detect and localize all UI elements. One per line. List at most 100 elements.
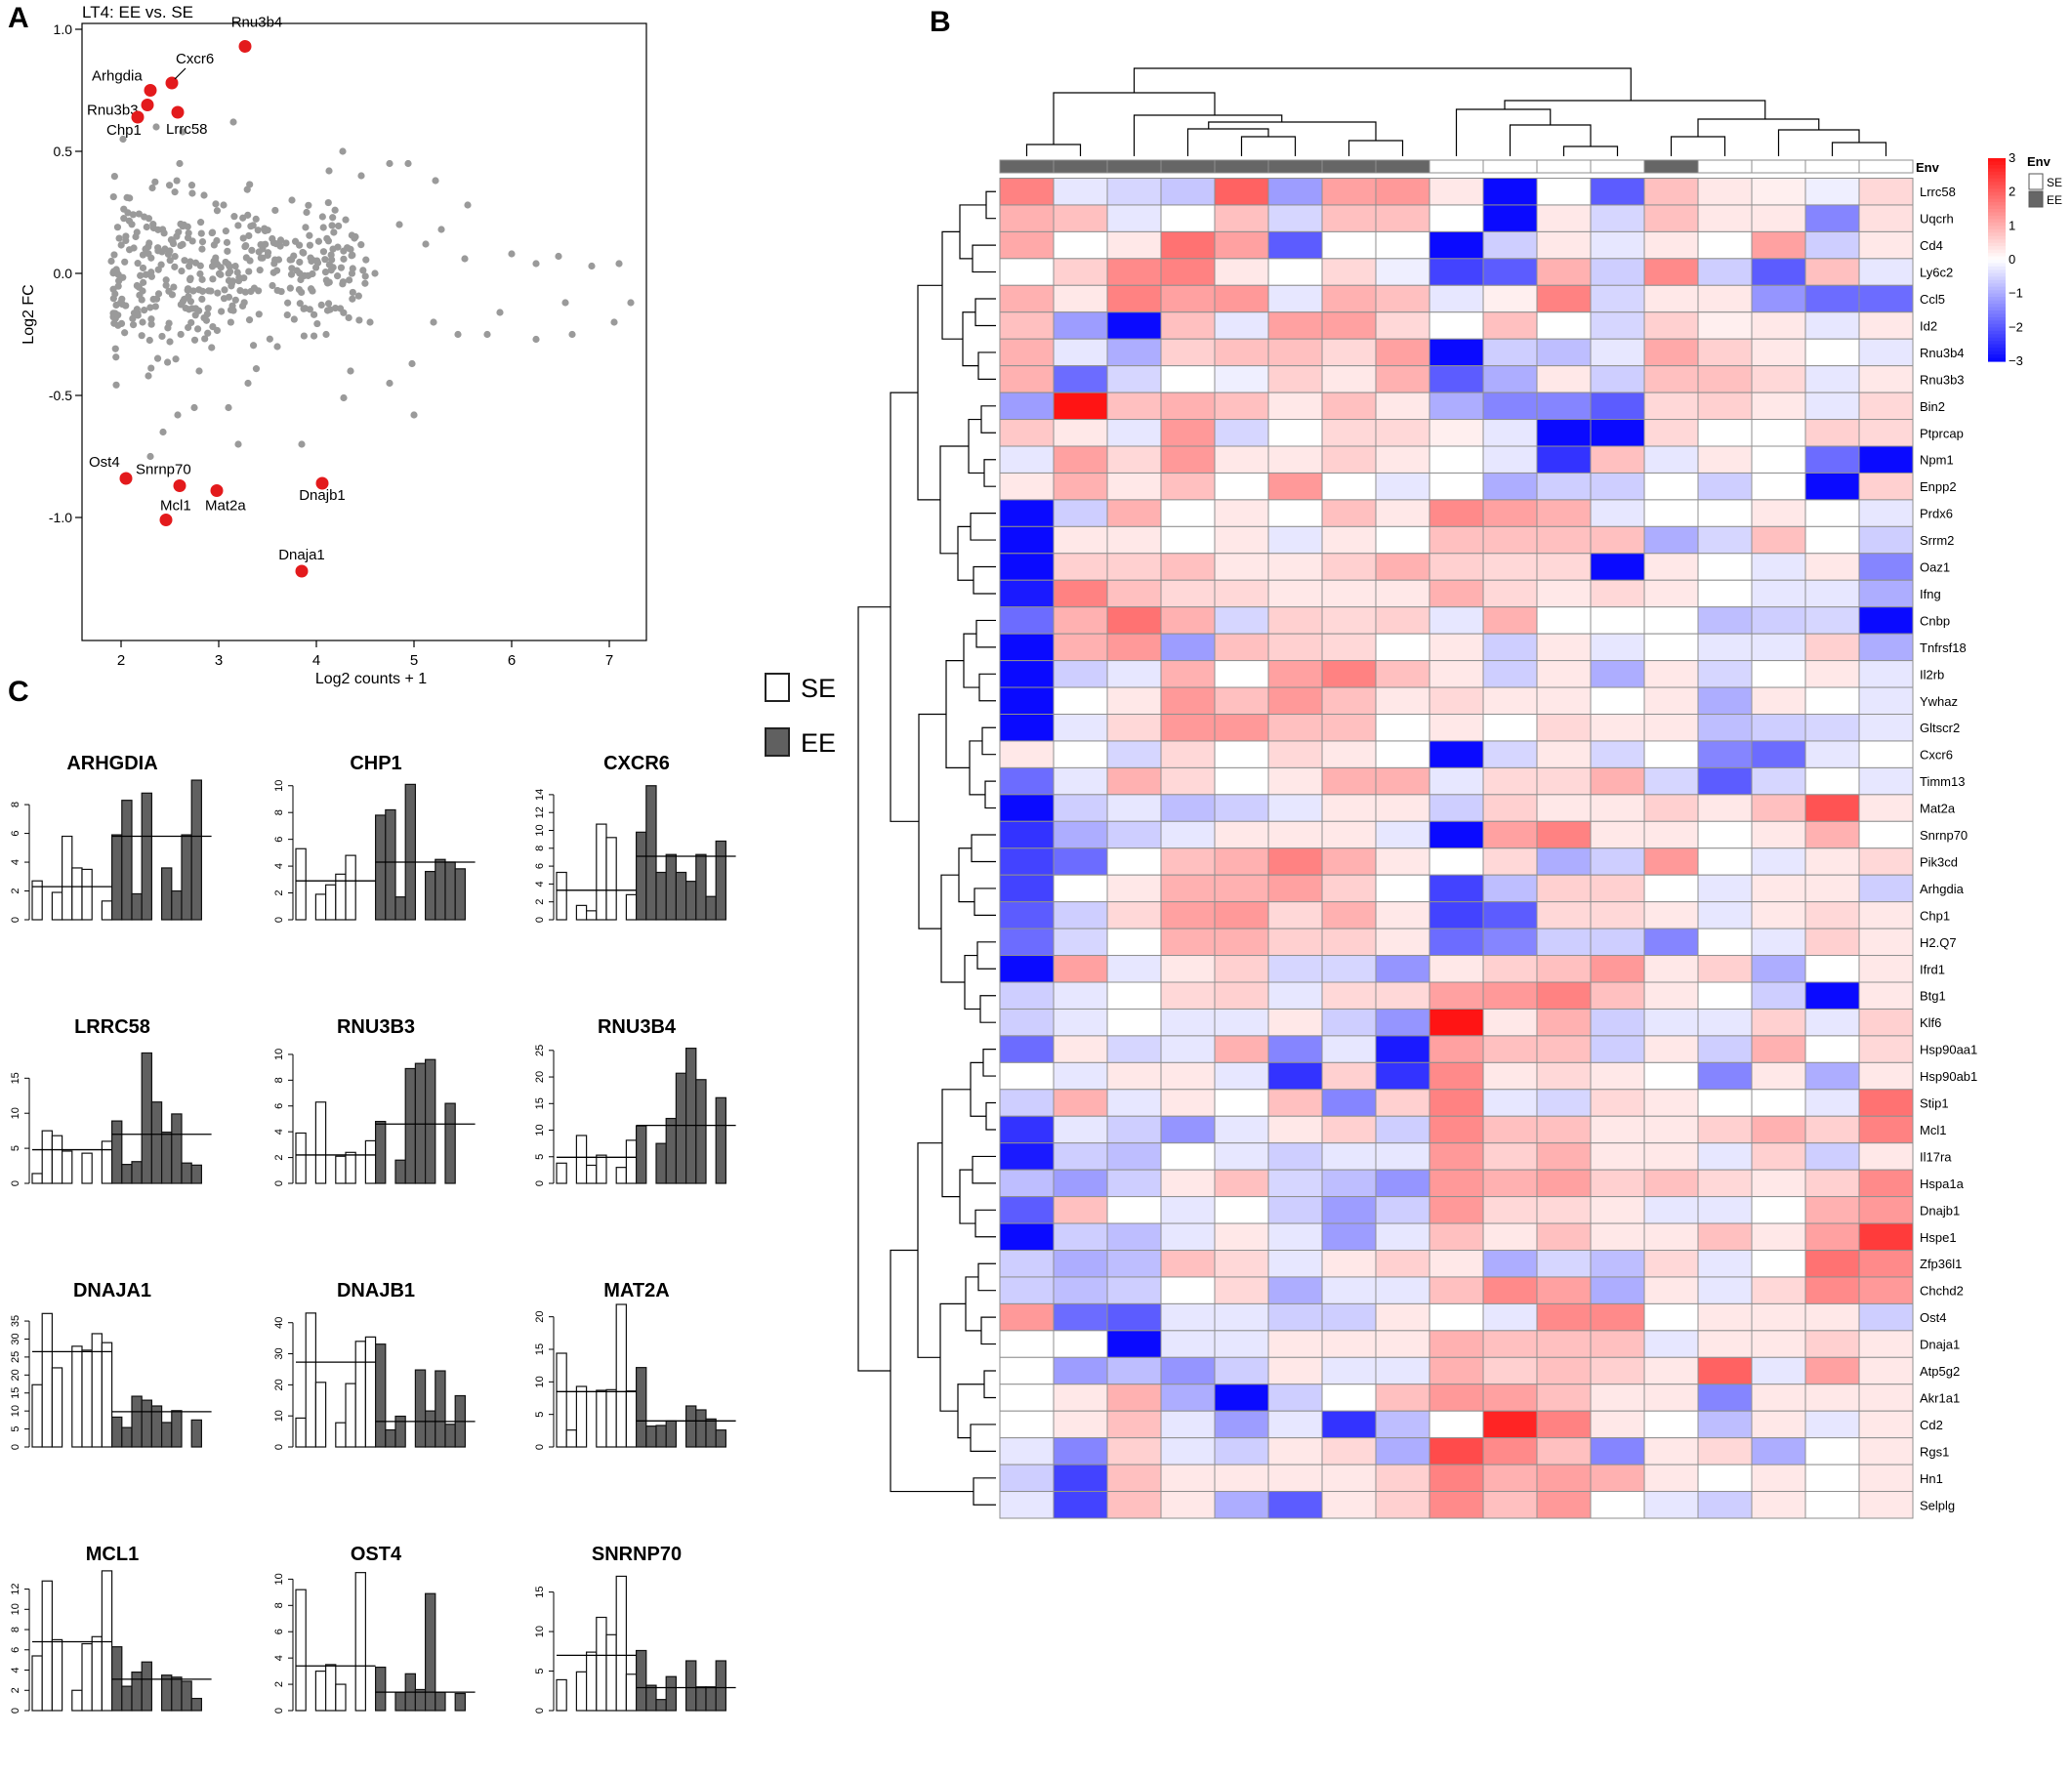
heatmap-cell xyxy=(1697,230,1753,260)
scatter-point xyxy=(198,287,207,295)
heatmap-cell xyxy=(1429,1330,1484,1358)
heatmap-cell xyxy=(1160,1008,1216,1037)
bar xyxy=(375,1666,387,1712)
dendrogram-branch xyxy=(980,405,996,434)
heatmap-cell xyxy=(1697,955,1753,983)
scale-swatch xyxy=(1988,341,2006,346)
row-label: Hn1 xyxy=(1920,1471,1943,1486)
y-tick-label: 30 xyxy=(10,1333,21,1344)
heatmap-cell xyxy=(1214,204,1269,232)
heatmap-cell xyxy=(1751,1464,1806,1493)
scatter-point xyxy=(117,241,125,249)
heatmap-cell xyxy=(1751,686,1806,715)
heatmap-cell xyxy=(1858,1169,1914,1198)
row-label: Dnaja1 xyxy=(1920,1338,1960,1352)
heatmap-cell xyxy=(1751,794,1806,822)
heatmap-cell xyxy=(1536,714,1592,742)
heatmap-cell xyxy=(1590,740,1645,768)
bar xyxy=(435,1691,446,1712)
heatmap-cell xyxy=(1267,1061,1323,1091)
scatter-point xyxy=(212,258,220,266)
scatter-point xyxy=(300,332,308,340)
bar xyxy=(325,884,337,921)
bar xyxy=(645,1425,657,1448)
scatter-point xyxy=(187,318,195,327)
heatmap-cell xyxy=(1643,1330,1699,1358)
heatmap-cell xyxy=(1160,525,1216,555)
scatter-point xyxy=(242,254,250,262)
heatmap-cell xyxy=(1804,847,1860,876)
heatmap-cell xyxy=(1429,499,1484,527)
heatmap-cell xyxy=(1643,874,1699,903)
scatter-point xyxy=(322,330,330,339)
heatmap-cell xyxy=(1214,392,1269,421)
scatter-point xyxy=(305,201,312,209)
heatmap-cell xyxy=(1482,874,1538,903)
heatmap-cell xyxy=(1267,1302,1323,1332)
bar xyxy=(705,1418,717,1448)
heatmap-cell xyxy=(1321,1410,1377,1439)
heatmap-cell xyxy=(1590,928,1645,957)
heatmap-cell xyxy=(1053,1356,1108,1385)
scatter-point xyxy=(314,237,323,245)
bar xyxy=(81,1642,93,1712)
heatmap-cell xyxy=(1536,1276,1592,1304)
y-tick-label: 10 xyxy=(273,780,285,792)
heatmap-cell xyxy=(999,1491,1055,1519)
heatmap-cell xyxy=(1106,633,1162,662)
scatter-point xyxy=(112,353,120,361)
row-label: Cd2 xyxy=(1920,1418,1943,1432)
heatmap-cell xyxy=(1697,1115,1753,1144)
scatter-point xyxy=(313,257,321,265)
heatmap-cell xyxy=(1429,365,1484,393)
dendrogram-branch xyxy=(939,445,969,555)
heatmap-cell xyxy=(1160,606,1216,635)
heatmap-cell xyxy=(1643,1008,1699,1037)
heatmap-cell xyxy=(1375,633,1430,662)
heatmap-cell xyxy=(1643,1142,1699,1171)
scatter-point xyxy=(190,403,198,412)
heatmap-cell xyxy=(1267,606,1323,635)
scale-tick-label: 0 xyxy=(2009,252,2015,267)
row-label: Prdx6 xyxy=(1920,507,1953,521)
scatter-point xyxy=(135,210,143,218)
row-label: Hsp90aa1 xyxy=(1920,1043,1977,1057)
subplot-title: DNAJB1 xyxy=(337,1280,415,1301)
scatter-point xyxy=(203,310,211,318)
heatmap-cell xyxy=(1053,1035,1108,1063)
heatmap-cell xyxy=(1697,606,1753,635)
heatmap-cell xyxy=(1536,740,1592,768)
scale-swatch xyxy=(1988,202,2006,207)
heatmap-cell xyxy=(1697,1491,1753,1519)
heatmap-cell xyxy=(1214,1330,1269,1358)
heatmap-cell xyxy=(1375,1276,1430,1304)
heatmap-cell xyxy=(1429,981,1484,1010)
heatmap-cell xyxy=(1106,606,1162,635)
heatmap-cell xyxy=(1106,1356,1162,1385)
heatmap-cell xyxy=(1858,204,1914,232)
subplot-title: LRRC58 xyxy=(74,1016,150,1038)
heatmap-cell xyxy=(999,1196,1055,1224)
heatmap-cell xyxy=(1751,419,1806,447)
heatmap-cell xyxy=(1590,1089,1645,1117)
scatter-point xyxy=(254,227,262,234)
heatmap-cell xyxy=(1590,1196,1645,1224)
heatmap-cell xyxy=(1858,1384,1914,1412)
heatmap-cell xyxy=(1482,445,1538,474)
bar xyxy=(575,904,588,921)
heatmap-cell xyxy=(1804,1276,1860,1304)
heatmap-cell xyxy=(1267,1035,1323,1063)
bar xyxy=(425,1592,436,1712)
heatmap-cell xyxy=(1643,392,1699,421)
heatmap-cell xyxy=(1590,499,1645,527)
heatmap-cell xyxy=(1160,714,1216,742)
scatter-point xyxy=(162,276,170,284)
heatmap-cell xyxy=(1321,1035,1377,1063)
scale-swatch xyxy=(1988,354,2006,359)
scatter-point xyxy=(154,290,163,298)
scale-tick-label: −2 xyxy=(2009,319,2023,334)
heatmap-cell xyxy=(1804,740,1860,768)
scatter-point xyxy=(209,322,217,331)
x-tick-label: 2 xyxy=(117,652,125,669)
